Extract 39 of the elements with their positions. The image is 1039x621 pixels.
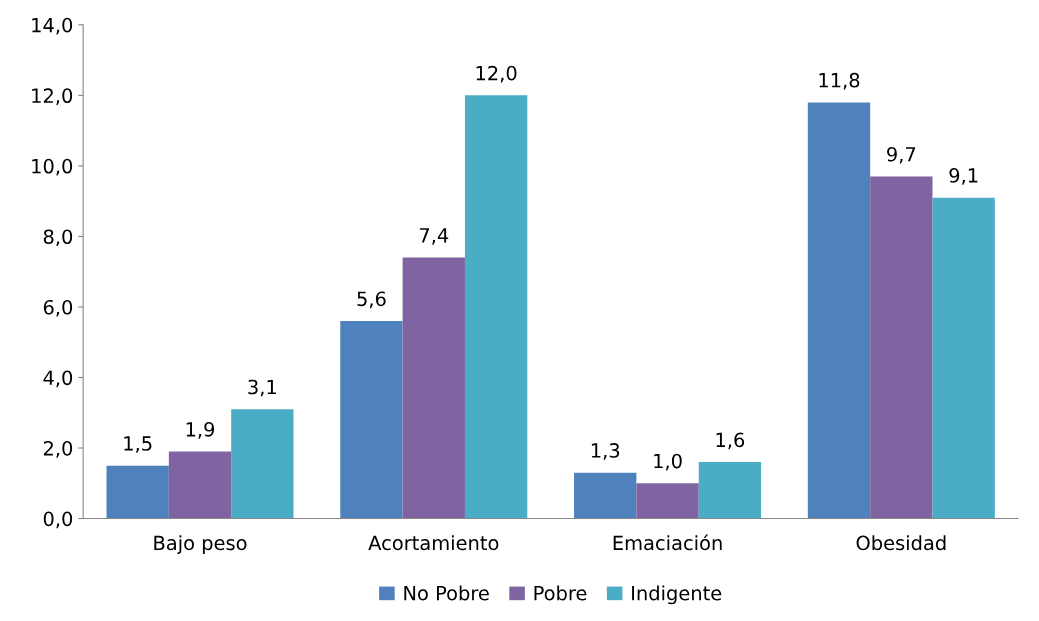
- data-label: 1,9: [186, 421, 215, 439]
- bar: [464, 95, 528, 519]
- y-tick-label: 6,0: [43, 299, 73, 317]
- data-label: 5,6: [357, 291, 386, 309]
- data-label: 9,7: [887, 146, 916, 164]
- data-label: 11,8: [819, 72, 860, 90]
- legend-label: Pobre: [534, 585, 587, 601]
- bar: [106, 465, 169, 519]
- bar: [807, 102, 871, 519]
- legend-label: No Pobre: [404, 585, 489, 601]
- y-tick-label: 4,0: [43, 370, 73, 388]
- data-label: 1,5: [124, 436, 152, 453]
- x-tick-label: Emaciación: [613, 534, 722, 551]
- y-tick-label: 10,0: [32, 158, 73, 176]
- legend-label: Indigente: [632, 585, 722, 605]
- x-tick-label: Bajo peso: [154, 535, 247, 555]
- y-tick-label: 12,0: [32, 88, 73, 106]
- data-label: 9,1: [949, 168, 978, 185]
- bar: [231, 409, 294, 519]
- data-label: 1,6: [716, 432, 745, 450]
- y-tick-label: 8,0: [43, 229, 73, 247]
- bar: [574, 472, 637, 519]
- bar: [168, 451, 232, 519]
- bar: [932, 197, 995, 519]
- x-tick-label: Acortamiento: [368, 535, 499, 551]
- data-label: 7,4: [419, 228, 449, 245]
- data-label: 3,1: [248, 379, 277, 397]
- x-tick-label: Obesidad: [856, 535, 946, 551]
- data-label: 1,0: [654, 453, 682, 471]
- data-label: 1,3: [591, 443, 620, 460]
- bar: [340, 321, 403, 519]
- y-tick-label: 14,0: [32, 17, 73, 35]
- bar: [698, 462, 762, 519]
- data-label: 12,0: [476, 65, 517, 83]
- bar: [636, 483, 699, 519]
- y-tick-label: 2,0: [43, 440, 73, 458]
- bar: [870, 176, 933, 519]
- bar: [402, 257, 465, 519]
- y-tick-label: 0,0: [43, 511, 73, 529]
